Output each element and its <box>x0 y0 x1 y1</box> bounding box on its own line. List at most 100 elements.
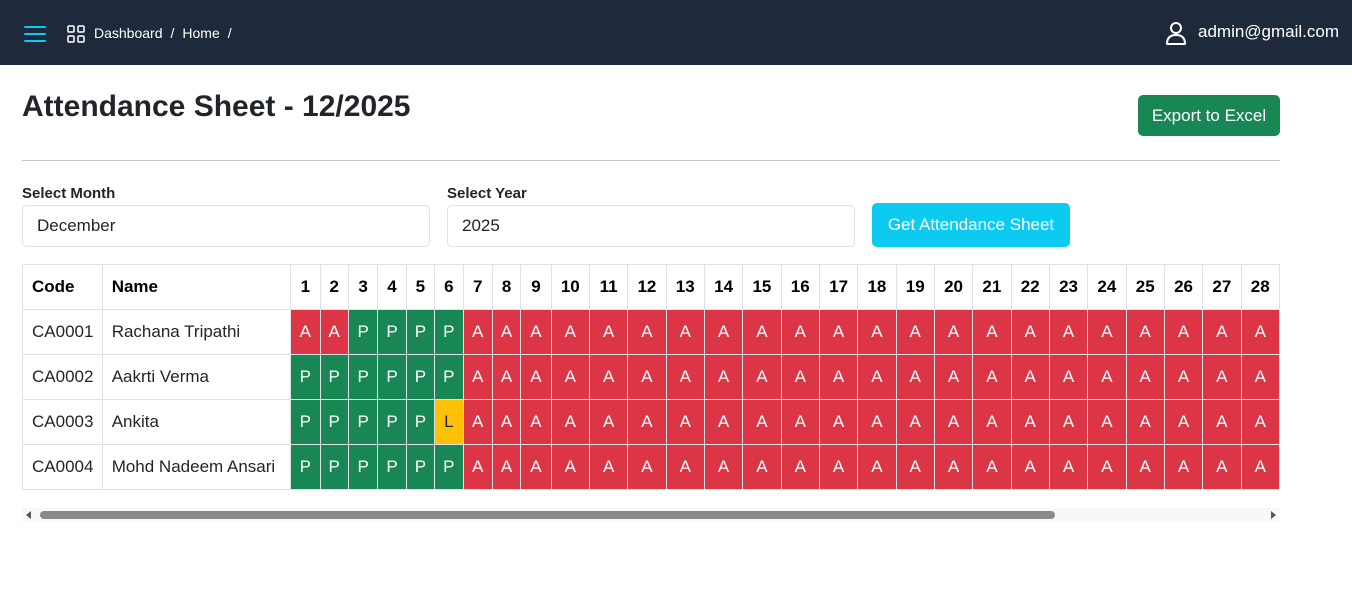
day-column-header: 15 <box>742 264 782 310</box>
attendance-status-cell: A <box>780 354 820 400</box>
attendance-status-cell: A <box>550 444 590 490</box>
table-row: CA0003 Ankita P P P P P L A A A A A A A A A A A A A A A A A A A A A A <box>22 399 1280 445</box>
breadcrumb-home[interactable]: Home <box>182 25 220 41</box>
year-select[interactable]: 2025 <box>447 205 855 247</box>
attendance-status-cell: A <box>1010 399 1050 445</box>
user-email[interactable]: admin@gmail.com <box>1198 22 1340 41</box>
attendance-status-cell: A <box>1010 309 1050 355</box>
attendance-status-cell: A <box>588 444 629 490</box>
attendance-status-cell: P <box>377 444 407 490</box>
employee-name-cell: Mohd Nadeem Ansari <box>101 444 292 490</box>
day-column-header: 10 <box>550 264 590 310</box>
attendance-status-cell: A <box>665 309 705 355</box>
day-column-header: 17 <box>818 264 859 310</box>
attendance-status-cell: A <box>857 399 897 445</box>
divider <box>22 160 1280 161</box>
table-row: CA0004 Mohd Nadeem Ansari P P P P P P A A A A A A A A A A… <box>22 444 1280 490</box>
attendance-status-cell: P <box>319 399 349 445</box>
day-column-header: 8 <box>491 264 522 310</box>
attendance-status-cell: A <box>665 399 705 445</box>
attendance-status-cell: A <box>895 444 935 490</box>
attendance-status-cell: A <box>1163 309 1204 355</box>
month-select-value: December <box>37 216 116 235</box>
year-select-value: 2025 <box>462 216 500 235</box>
attendance-status-cell: A <box>1087 399 1127 445</box>
day-column-header: 26 <box>1163 264 1204 310</box>
attendance-status-cell: A <box>627 444 667 490</box>
attendance-status-cell: A <box>703 354 744 400</box>
breadcrumb-separator: / <box>227 25 232 41</box>
attendance-status-cell: A <box>319 309 349 355</box>
attendance-status-cell: A <box>703 309 744 355</box>
day-column-header: 23 <box>1048 264 1089 310</box>
user-icon[interactable] <box>1165 21 1187 45</box>
attendance-status-cell: A <box>520 399 552 445</box>
attendance-status-cell: A <box>895 354 935 400</box>
attendance-status-cell: P <box>290 444 321 490</box>
name-column-header: Name <box>101 264 292 310</box>
attendance-status-cell: A <box>1240 399 1280 445</box>
attendance-status-cell: A <box>1240 354 1280 400</box>
day-column-header: 20 <box>933 264 974 310</box>
attendance-status-cell: A <box>491 309 522 355</box>
attendance-status-cell: A <box>1202 354 1242 400</box>
day-column-header: 13 <box>665 264 705 310</box>
day-column-header: 6 <box>434 264 464 310</box>
attendance-status-cell: A <box>627 399 667 445</box>
month-select[interactable]: December <box>22 205 430 247</box>
table-header-row: Code Name 1 2 3 4 5 6 7 8 9 10 11 12 13 14 15 16 17 18 19 2… <box>22 264 1280 310</box>
attendance-status-cell: A <box>1125 309 1165 355</box>
attendance-table: Code Name 1 2 3 4 5 6 7 8 9 10 11 12 13 14 15 16 17 18 19 2… <box>22 264 1280 490</box>
attendance-status-cell: A <box>491 399 522 445</box>
attendance-status-cell: A <box>933 444 974 490</box>
attendance-status-cell: A <box>520 309 552 355</box>
scroll-left-arrow-icon[interactable] <box>26 511 31 519</box>
attendance-status-cell: A <box>1125 399 1165 445</box>
breadcrumb-dashboard[interactable]: Dashboard <box>94 25 163 41</box>
breadcrumb-separator: / <box>170 25 175 41</box>
export-to-excel-button[interactable]: Export to Excel <box>1138 95 1280 136</box>
horizontal-scrollbar[interactable] <box>22 508 1280 522</box>
day-column-header: 12 <box>627 264 667 310</box>
attendance-status-cell: A <box>1048 444 1089 490</box>
attendance-status-cell: A <box>1125 444 1165 490</box>
top-navbar: Dashboard / Home / admin@gmail.com <box>0 0 1352 65</box>
attendance-table-container[interactable]: Code Name 1 2 3 4 5 6 7 8 9 10 11 12 13 14 15 16 17 18 19 2… <box>22 264 1280 490</box>
attendance-status-cell: P <box>434 309 464 355</box>
attendance-status-cell: A <box>1087 354 1127 400</box>
attendance-status-cell: A <box>972 309 1012 355</box>
day-column-header: 7 <box>462 264 493 310</box>
attendance-status-cell: A <box>857 354 897 400</box>
attendance-status-cell: A <box>627 309 667 355</box>
attendance-status-cell: A <box>1087 309 1127 355</box>
employee-code-cell: CA0004 <box>22 444 103 490</box>
attendance-status-cell: P <box>377 309 407 355</box>
attendance-status-cell: A <box>742 309 782 355</box>
attendance-status-cell: P <box>405 354 436 400</box>
hamburger-menu-icon[interactable] <box>24 24 46 44</box>
attendance-status-cell: A <box>1048 354 1089 400</box>
attendance-status-cell: A <box>818 354 859 400</box>
attendance-status-cell: A <box>462 444 493 490</box>
attendance-status-cell: P <box>347 309 379 355</box>
attendance-status-cell: A <box>665 444 705 490</box>
code-column-header: Code <box>22 264 103 310</box>
attendance-status-cell: A <box>818 399 859 445</box>
attendance-status-cell: A <box>550 399 590 445</box>
scroll-right-arrow-icon[interactable] <box>1271 511 1276 519</box>
attendance-status-cell: A <box>933 309 974 355</box>
employee-name-cell: Rachana Tripathi <box>101 309 292 355</box>
attendance-status-cell: P <box>405 444 436 490</box>
attendance-status-cell: A <box>665 354 705 400</box>
attendance-status-cell: A <box>818 444 859 490</box>
attendance-status-cell: A <box>1240 444 1280 490</box>
day-column-header: 1 <box>290 264 321 310</box>
attendance-status-cell: A <box>462 354 493 400</box>
attendance-status-cell: A <box>462 399 493 445</box>
attendance-status-cell: A <box>1048 399 1089 445</box>
select-month-label: Select Month <box>22 185 116 202</box>
scrollbar-thumb[interactable] <box>40 511 1055 519</box>
attendance-status-cell: P <box>347 354 379 400</box>
get-attendance-sheet-button[interactable]: Get Attendance Sheet <box>872 203 1070 247</box>
attendance-status-cell: A <box>290 309 321 355</box>
